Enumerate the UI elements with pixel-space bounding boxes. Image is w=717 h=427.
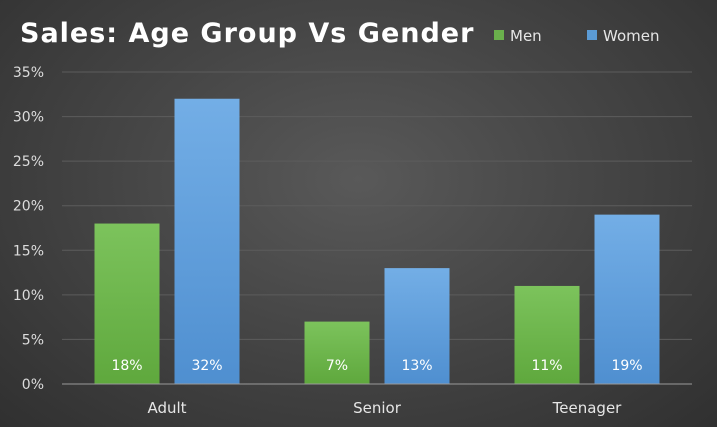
y-tick-label: 25% [13,154,44,170]
bar-men-adult [94,223,160,384]
y-tick-label: 10% [13,288,44,304]
legend-swatch-women [587,30,597,40]
x-category-label: Teenager [552,399,623,417]
data-labels: 18% 32% 7% 13% 11% 19% [111,358,642,374]
gridlines [62,71,692,340]
data-label: 7% [326,358,348,374]
bar-women-teenager [594,214,660,384]
legend-label-women: Women [603,27,659,45]
y-tick-label: 20% [13,199,44,215]
y-tick-label: 30% [13,110,44,126]
bar-women-adult [174,98,240,384]
chart-title: Sales: Age Group Vs Gender [20,18,474,49]
bar-men-teenager [514,285,580,384]
legend: Men Women [494,27,659,45]
y-axis-ticks: 0% 5% 10% 15% 20% 25% 30% 35% [13,65,44,393]
x-axis-categories: Adult Senior Teenager [147,399,622,417]
y-tick-label: 0% [22,377,44,393]
bars [94,98,660,384]
y-tick-label: 15% [13,243,44,259]
data-label: 13% [401,358,432,374]
bar-men-senior [304,321,370,384]
legend-label-men: Men [510,27,542,45]
data-label: 19% [611,358,642,374]
x-category-label: Adult [147,399,186,417]
data-label: 18% [111,358,142,374]
y-tick-label: 5% [22,332,44,348]
x-category-label: Senior [353,399,402,417]
data-label: 11% [531,358,562,374]
bar-women-senior [384,268,450,384]
y-tick-label: 35% [13,65,44,81]
data-label: 32% [191,358,222,374]
legend-swatch-men [494,30,504,40]
